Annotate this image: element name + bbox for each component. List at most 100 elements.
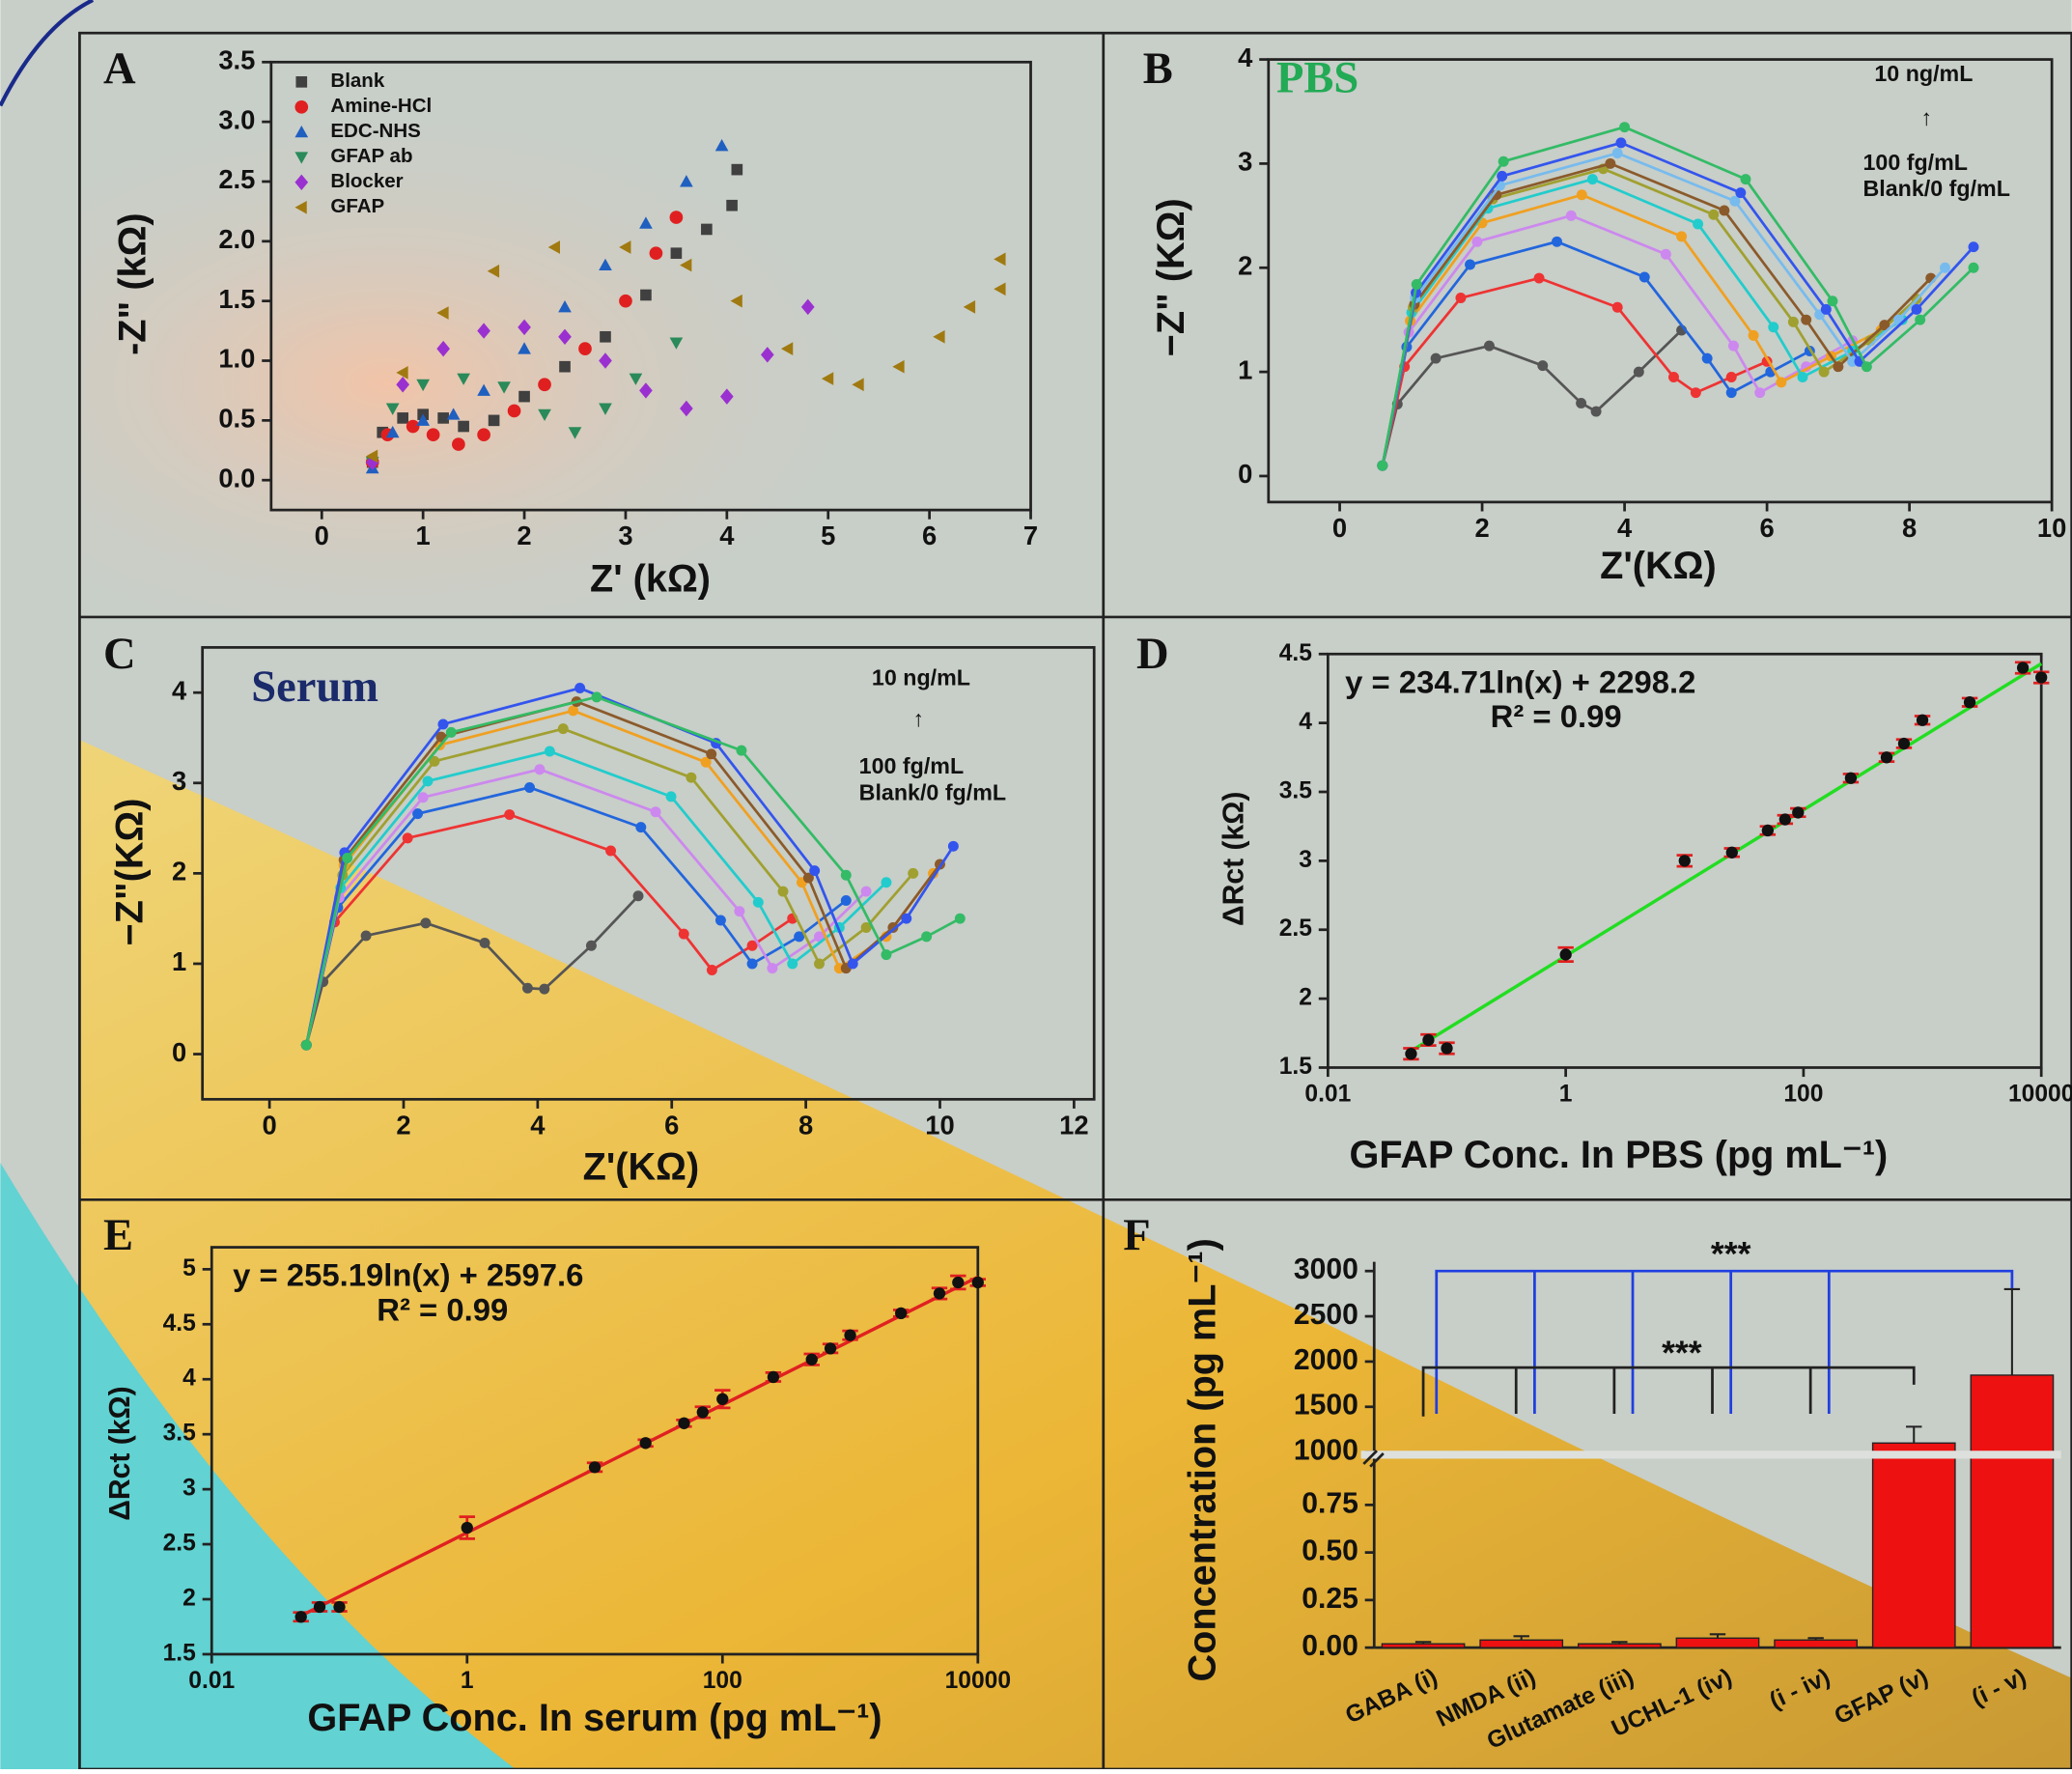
annotation: 10 ng/mL	[1874, 61, 1973, 86]
marker	[1552, 236, 1562, 247]
x-tick-label: 100	[1783, 1082, 1823, 1108]
marker	[714, 915, 726, 926]
y-tick-label: 2	[1238, 250, 1252, 280]
marker	[1725, 387, 1737, 399]
marker	[568, 427, 582, 439]
point	[844, 1329, 856, 1341]
marker	[1701, 352, 1713, 364]
marker	[1676, 231, 1688, 242]
annotation: y = 255.19ln(x) + 2597.6	[233, 1257, 583, 1293]
y-tick-label: 3.5	[163, 1421, 196, 1447]
point	[716, 1393, 729, 1405]
marker	[908, 867, 919, 879]
marker	[507, 404, 521, 418]
y-tick-label: 1.5	[163, 1640, 196, 1666]
point	[952, 1276, 965, 1289]
marker	[752, 896, 764, 908]
bar	[1675, 1637, 1760, 1648]
marker	[1827, 296, 1838, 307]
y-tick-label: 1.5	[1279, 1054, 1312, 1080]
marker	[821, 372, 834, 385]
marker	[294, 200, 307, 214]
marker	[417, 792, 429, 803]
x-axis-label: GFAP Conc. In serum (pg mL⁻¹)	[307, 1697, 882, 1739]
marker	[406, 419, 420, 434]
marker	[1615, 137, 1627, 149]
annotation: 100 fg/mL	[1862, 150, 1968, 175]
marker	[397, 412, 408, 424]
y-axis-label: ΔRct (kΩ)	[104, 1386, 136, 1520]
marker	[574, 683, 586, 693]
y-tick-label: 2	[182, 1586, 196, 1612]
marker	[892, 359, 905, 374]
point	[2035, 671, 2048, 684]
marker	[670, 247, 683, 260]
marker	[578, 342, 592, 355]
annotation: y = 234.71ln(x) + 2298.2	[1345, 663, 1695, 699]
y-tick-label: 2.5	[218, 164, 255, 194]
marker	[524, 781, 536, 793]
panel-letter: F	[1123, 1211, 1150, 1260]
y-tick-label: 1.0	[218, 344, 255, 374]
marker	[1455, 293, 1467, 304]
y-tick-label: 2.5	[1279, 915, 1312, 942]
point	[294, 1611, 307, 1623]
x-tick-label: 0	[1332, 513, 1347, 543]
marker	[669, 211, 684, 224]
marker	[396, 377, 410, 393]
marker	[477, 383, 490, 396]
y-tick-label: 1.5	[218, 284, 255, 314]
marker	[1411, 279, 1422, 290]
y-tick-label: 4	[182, 1366, 196, 1392]
marker	[429, 755, 440, 767]
marker	[591, 691, 602, 703]
marker	[1768, 322, 1779, 333]
marker	[619, 240, 631, 254]
marker	[814, 931, 825, 943]
legend-label: EDC-NHS	[330, 120, 420, 142]
y-tick-label: 1000	[1294, 1435, 1358, 1467]
point	[1880, 751, 1893, 764]
x-tick-label: 1	[461, 1668, 474, 1694]
x-tick-label: 4	[719, 521, 735, 550]
marker	[635, 822, 647, 833]
y-axis-label: −Z" (KΩ)	[1150, 198, 1192, 356]
point	[696, 1406, 709, 1419]
plot-frame	[210, 1246, 980, 1656]
swoosh-cyan	[0, 1163, 516, 1769]
marker	[1590, 406, 1602, 417]
marker	[639, 216, 653, 229]
break-mark	[1362, 1450, 1385, 1468]
x-tick-label: 1	[1559, 1082, 1573, 1108]
marker	[599, 258, 612, 271]
marker	[365, 449, 378, 464]
y-axis-label: -Z" (kΩ)	[111, 212, 154, 355]
marker	[777, 886, 789, 897]
marker	[1660, 248, 1671, 260]
point	[461, 1521, 473, 1535]
marker	[787, 958, 798, 970]
marker	[557, 723, 569, 735]
point	[805, 1353, 818, 1366]
y-tick-label: 4	[172, 675, 187, 705]
annotation: Blank/0 fg/mL	[1862, 176, 2009, 201]
x-axis-label: Z'(KΩ)	[1600, 545, 1717, 587]
point	[639, 1437, 652, 1450]
y-tick-label: 4	[1238, 42, 1253, 72]
point	[1844, 772, 1858, 784]
marker	[518, 390, 530, 403]
panel-letter: E	[103, 1211, 133, 1260]
annotation: R² = 0.99	[377, 1291, 508, 1327]
x-tick-label: 6	[664, 1110, 679, 1140]
y-tick-label: 3000	[1294, 1253, 1358, 1285]
x-tick-label: 2	[396, 1110, 410, 1140]
y-tick-label: 2000	[1294, 1344, 1358, 1376]
marker	[1719, 205, 1730, 216]
panel-title: PBS	[1276, 53, 1358, 102]
panel-letter: C	[103, 630, 136, 679]
marker	[1754, 387, 1766, 399]
marker	[1708, 209, 1720, 220]
point	[971, 1276, 984, 1289]
marker	[840, 869, 852, 881]
y-tick-label: 0	[172, 1037, 186, 1067]
